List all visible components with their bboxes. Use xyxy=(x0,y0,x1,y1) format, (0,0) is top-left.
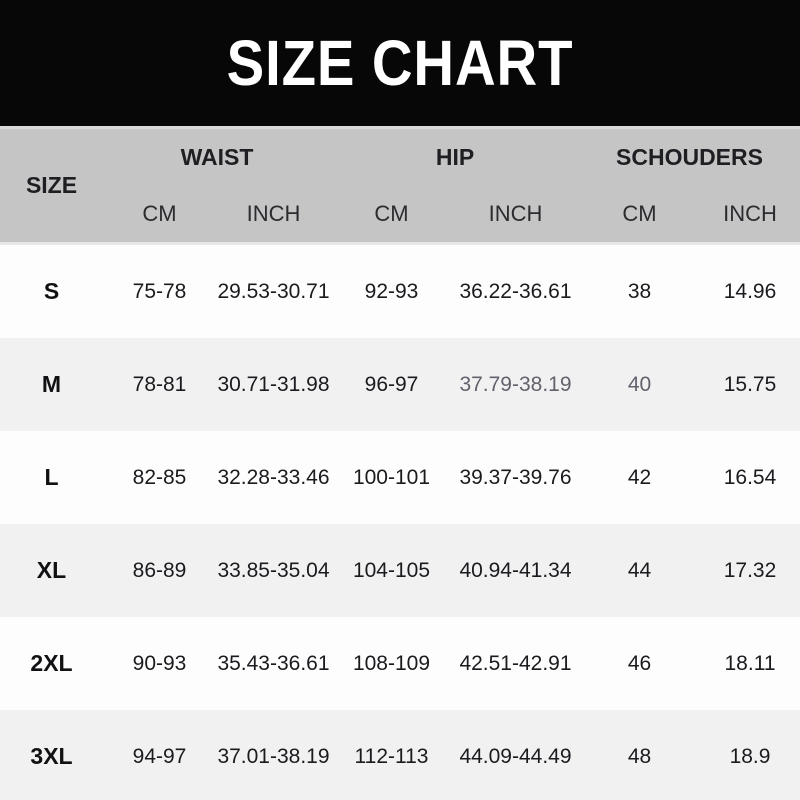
waist-inch-cell: 32.28-33.46 xyxy=(217,465,330,489)
table-row-m: M 78-81 30.71-31.98 96-97 37.79-38.19 40… xyxy=(0,338,800,431)
hip-cm-cell: 96-97 xyxy=(364,372,419,396)
shoulders-cm-cell: 46 xyxy=(627,651,652,675)
waist-inch-cell: 37.01-38.19 xyxy=(217,744,330,768)
waist-cm-cell: 94-97 xyxy=(132,744,187,768)
shoulders-cm-cell: 38 xyxy=(627,279,652,303)
size-chart-banner: SIZE CHART xyxy=(0,0,800,126)
group-header-row: SIZE WAIST HIP SCHOUDERS xyxy=(0,127,800,244)
shoulders-cm-cell: 40 xyxy=(627,372,652,396)
waist-cm-cell: 75-78 xyxy=(132,279,187,303)
size-cell: S xyxy=(43,278,60,304)
column-header-waist-cm: CM xyxy=(103,185,216,244)
shoulders-inch-cell: 18.11 xyxy=(724,651,776,675)
shoulders-cm-cell: 42 xyxy=(627,465,652,489)
hip-cm-cell: 112-113 xyxy=(354,744,429,768)
waist-cm-cell: 82-85 xyxy=(132,465,187,489)
hip-inch-cell: 39.37-39.76 xyxy=(459,465,572,489)
column-group-waist: WAIST xyxy=(103,127,331,185)
shoulders-cm-cell: 48 xyxy=(627,744,652,768)
column-header-hip-inch: INCH xyxy=(452,185,579,244)
column-header-shoulders-inch: INCH xyxy=(700,185,800,244)
shoulders-cm-cell: 44 xyxy=(627,558,652,582)
hip-inch-cell: 42.51-42.91 xyxy=(459,651,572,675)
hip-cm-cell: 92-93 xyxy=(364,279,419,303)
size-cell: 3XL xyxy=(30,743,73,769)
size-chart-table: SIZE WAIST HIP SCHOUDERS CM INCH CM INCH… xyxy=(0,126,800,800)
table-row-3xl: 3XL 94-97 37.01-38.19 112-113 44.09-44.4… xyxy=(0,710,800,800)
size-cell: XL xyxy=(36,557,67,583)
hip-cm-cell: 100-101 xyxy=(352,465,431,489)
hip-inch-cell: 36.22-36.61 xyxy=(459,279,572,303)
unit-header-row: CM INCH CM INCH CM INCH xyxy=(0,185,800,244)
shoulders-inch-cell: 15.75 xyxy=(723,372,777,396)
column-header-size: SIZE xyxy=(0,127,103,244)
page-title: SIZE CHART xyxy=(226,27,574,99)
table-row-xl: XL 86-89 33.85-35.04 104-105 40.94-41.34… xyxy=(0,524,800,617)
hip-inch-cell: 37.79-38.19 xyxy=(459,372,572,396)
size-cell: M xyxy=(41,371,62,397)
shoulders-inch-cell: 16.54 xyxy=(723,465,777,489)
hip-cm-cell: 108-109 xyxy=(352,651,431,675)
column-header-waist-inch: INCH xyxy=(216,185,331,244)
table-header: SIZE WAIST HIP SCHOUDERS CM INCH CM INCH… xyxy=(0,127,800,244)
column-group-hip: HIP xyxy=(331,127,579,185)
waist-cm-cell: 78-81 xyxy=(132,372,187,396)
table-row-l: L 82-85 32.28-33.46 100-101 39.37-39.76 … xyxy=(0,431,800,524)
size-cell: L xyxy=(44,464,59,490)
waist-inch-cell: 35.43-36.61 xyxy=(217,651,330,675)
waist-inch-cell: 29.53-30.71 xyxy=(217,279,330,303)
waist-inch-cell: 30.71-31.98 xyxy=(217,372,330,396)
hip-cm-cell: 104-105 xyxy=(352,558,431,582)
hip-inch-cell: 40.94-41.34 xyxy=(459,558,572,582)
shoulders-inch-cell: 17.32 xyxy=(723,558,777,582)
waist-inch-cell: 33.85-35.04 xyxy=(217,558,330,582)
table-body: S 75-78 29.53-30.71 92-93 36.22-36.61 38… xyxy=(0,243,800,800)
table-row-2xl: 2XL 90-93 35.43-36.61 108-109 42.51-42.9… xyxy=(0,617,800,710)
column-header-shoulders-cm: CM xyxy=(579,185,700,244)
waist-cm-cell: 86-89 xyxy=(132,558,187,582)
shoulders-inch-cell: 14.96 xyxy=(723,279,777,303)
waist-cm-cell: 90-93 xyxy=(132,651,187,675)
column-header-hip-cm: CM xyxy=(331,185,452,244)
shoulders-inch-cell: 18.9 xyxy=(729,744,771,768)
size-cell: 2XL xyxy=(30,650,73,676)
table-row-s: S 75-78 29.53-30.71 92-93 36.22-36.61 38… xyxy=(0,243,800,338)
hip-inch-cell: 44.09-44.49 xyxy=(459,744,572,768)
column-group-shoulders: SCHOUDERS xyxy=(579,127,800,185)
